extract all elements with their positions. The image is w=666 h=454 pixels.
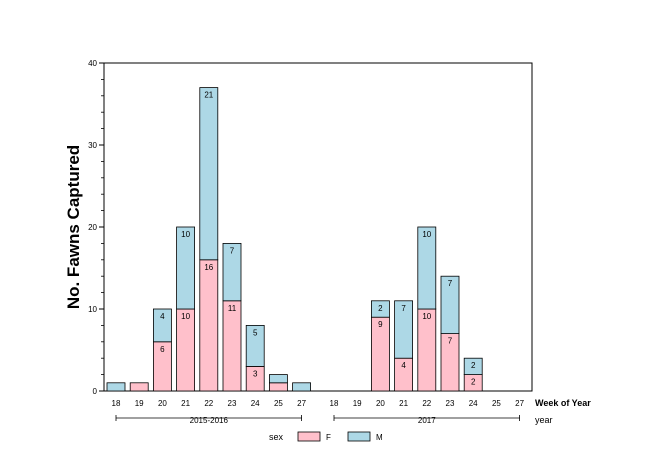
data-label-M: 2: [378, 304, 383, 313]
bar-segment-F: [129, 382, 149, 392]
group-label: 2017: [418, 416, 436, 425]
legend-label-M: M: [376, 433, 383, 442]
bar-segment-M: [222, 242, 242, 302]
data-label-F: 3: [253, 369, 258, 378]
y-tick-label: 30: [88, 141, 97, 150]
legend-swatch-F: [297, 431, 321, 442]
legend-swatch-M: [347, 431, 371, 442]
group-axis-label: year: [535, 415, 553, 425]
data-label-M: 10: [422, 230, 431, 239]
x-tick-label: 25: [492, 399, 501, 408]
x-tick-label: 24: [251, 399, 260, 408]
group-label: 2015-2016: [190, 416, 229, 425]
data-label-M: 10: [181, 230, 190, 239]
bar-segment-M: [292, 382, 312, 392]
data-label-F: 2: [471, 378, 476, 387]
data-label-M: 7: [448, 279, 453, 288]
y-axis: 0 10 20 30 40: [88, 59, 104, 396]
x-axis-label: Week of Year: [535, 398, 591, 408]
x-axis: 18 19 20 21 22 23 24 25 27 2015-2016 18 19 20 21 22 23 2…: [112, 399, 525, 425]
bars: 6 4 10 10 16 21 11 7 3 5 9 2 4 7 10 10 7 7 2 2: [106, 87, 483, 392]
data-label-F: 10: [422, 312, 431, 321]
data-label-F: 4: [401, 361, 406, 370]
x-tick-label: 22: [204, 399, 213, 408]
x-tick-label: 19: [135, 399, 144, 408]
x-tick-label: 20: [158, 399, 167, 408]
bar-segment-M: [245, 324, 265, 367]
data-label-M: 2: [471, 361, 476, 370]
bar-segment-M: [199, 87, 219, 261]
y-axis-label: No. Fawns Captured: [64, 145, 83, 309]
bar-segment-M: [176, 226, 196, 310]
bar-segment-M: [152, 308, 172, 343]
legend-label-F: F: [326, 433, 331, 442]
bar-segment-M: [268, 374, 288, 384]
x-tick-label: 27: [297, 399, 306, 408]
bar-segment-M: [417, 226, 437, 310]
bar-segment-M: [106, 382, 126, 392]
data-label-F: 9: [378, 320, 383, 329]
bar-segment-M: [394, 300, 414, 359]
x-tick-label: 19: [353, 399, 362, 408]
x-tick-label: 27: [515, 399, 524, 408]
data-label-M: 7: [230, 246, 235, 255]
x-tick-label: 20: [376, 399, 385, 408]
x-tick-label: 21: [181, 399, 190, 408]
x-tick-label: 23: [446, 399, 455, 408]
data-label-F: 11: [228, 304, 237, 313]
bar-segment-F: [176, 308, 196, 392]
bar-segment-F: [417, 308, 437, 392]
data-label-M: 7: [401, 304, 406, 313]
bar-segment-F: [222, 300, 242, 392]
y-tick-label: 10: [88, 305, 97, 314]
x-tick-label: 18: [112, 399, 121, 408]
bar-segment-M: [440, 275, 460, 335]
bar-segment-F: [199, 259, 219, 392]
data-label-F: 10: [181, 312, 190, 321]
x-tick-label: 18: [330, 399, 339, 408]
data-label-M: 5: [253, 328, 258, 337]
data-label-M: 4: [160, 312, 165, 321]
x-tick-label: 21: [399, 399, 408, 408]
legend: sex F M: [269, 431, 383, 442]
x-tick-label: 22: [422, 399, 431, 408]
data-label-F: 7: [448, 337, 453, 346]
x-tick-label: 23: [228, 399, 237, 408]
x-tick-label: 24: [469, 399, 478, 408]
data-label-F: 6: [160, 345, 165, 354]
bar-segment-M: [370, 300, 390, 318]
data-label-M: 21: [204, 91, 213, 100]
data-label-F: 16: [204, 263, 213, 272]
x-tick-label: 25: [274, 399, 283, 408]
y-tick-label: 20: [88, 223, 97, 232]
y-tick-label: 40: [88, 59, 97, 68]
legend-title: sex: [269, 432, 284, 442]
bar-segment-M: [463, 357, 483, 376]
y-tick-label: 0: [93, 387, 98, 396]
bar-segment-F: [268, 382, 288, 392]
